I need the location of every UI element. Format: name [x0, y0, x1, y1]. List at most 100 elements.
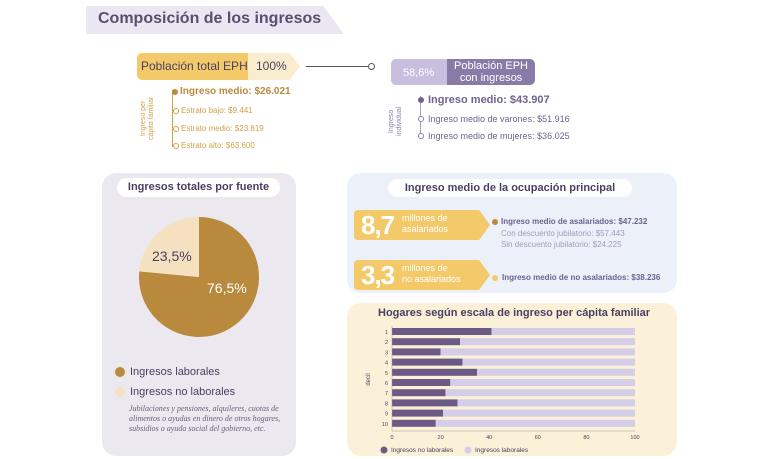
y-tick-label: 3	[385, 350, 388, 356]
y-tick-label: 8	[385, 401, 388, 407]
connector-dot	[368, 63, 375, 70]
ingreso-mujeres: Ingreso medio de mujeres: $36.025	[428, 131, 570, 141]
asalariados-label-line1: millones de	[402, 213, 448, 223]
pie-label-laborales: 76,5%	[207, 280, 247, 296]
bar-laborales-decil-8	[457, 399, 635, 407]
poblacion-ingresos-label: Población EPH con ingresos	[447, 60, 535, 84]
asalariados-label: millones de asalariados	[402, 213, 448, 235]
poblacion-ingresos-pct: 58,6%	[403, 67, 435, 79]
estrato-alto: Estrato alto: $63.600	[181, 141, 255, 150]
estrato-medio: Estrato medio: $23.819	[181, 124, 264, 133]
bar-no-laborales-decil-10	[392, 419, 436, 427]
y-tick-label: 9	[385, 412, 388, 418]
legend-label-laborales: Ingresos laborales	[475, 447, 529, 454]
ingreso-medio-dot	[172, 89, 178, 95]
bar-no-laborales-decil-6	[392, 379, 451, 386]
estrato-bajo-dot	[173, 108, 179, 114]
bar-laborales-decil-4	[462, 358, 635, 366]
individual-axis-line2: individual	[396, 106, 403, 136]
no-laborales-note: Jubilaciones y pensiones, alquileres, cu…	[129, 404, 281, 433]
estrato-bajo: Estrato bajo: $9.441	[181, 106, 253, 115]
x-tick-label: 0	[390, 435, 393, 441]
bar-laborales-decil-6	[450, 379, 635, 386]
no-asalariados-number: 3,3	[361, 260, 395, 290]
title-banner	[86, 6, 344, 34]
asalariados-tag	[354, 210, 490, 240]
hogares-title: Hogares según escala de ingreso per cápi…	[378, 307, 651, 319]
bar-no-laborales-decil-8	[392, 399, 458, 407]
asalariados-label-line2: asalariados	[402, 224, 449, 234]
no-asalariados-tag	[354, 260, 490, 290]
poblacion-ingresos-pct-box	[391, 59, 447, 85]
bar-no-laborales-decil-3	[392, 348, 441, 356]
ingreso-medio-individual: Ingreso medio: $43.907	[428, 94, 550, 106]
per-capita-axis-label: Ingreso per cápita familiar	[140, 97, 156, 140]
poblacion-total-pct-box	[248, 53, 300, 80]
legend-laborales-swatch	[115, 367, 125, 377]
x-tick-label: 100	[630, 435, 639, 441]
x-tick-label: 80	[583, 435, 589, 441]
x-tick-label: 40	[486, 435, 492, 441]
poblacion-ingresos-label-line1: Población EPH	[454, 60, 528, 72]
poblacion-total-pct: 100%	[256, 59, 287, 73]
y-tick-label: 4	[385, 361, 388, 367]
legend-laborales: Ingresos laborales	[130, 366, 220, 378]
page-title: Composición de los ingresos	[98, 10, 322, 27]
pie-slice-no-laborales	[139, 217, 199, 277]
bar-laborales-decil-3	[440, 348, 635, 356]
ingreso-varones: Ingreso medio de varones: $51.916	[428, 114, 570, 124]
estrato-alto-dot	[173, 143, 179, 149]
ingreso-varones-dot	[418, 116, 424, 122]
y-axis-label: decil	[366, 373, 372, 385]
asalariados-sin-descuento: Sin descuento jubilatorio: $24.225	[501, 240, 622, 249]
ingreso-mujeres-dot	[418, 133, 424, 139]
asalariados-con-descuento: Con descuento jubilatorio: $57.443	[501, 229, 625, 238]
ingreso-medio-total: Ingreso medio: $26.021	[180, 86, 291, 97]
individual-axis-line1: Ingreso	[388, 109, 395, 134]
bar-laborales-decil-10	[435, 419, 635, 427]
legend-swatch-laborales	[464, 446, 472, 454]
estrato-medio-dot	[173, 126, 179, 132]
y-tick-label: 6	[385, 381, 388, 387]
no-asalariados-label-line2: no asalariados	[402, 274, 461, 284]
fuentes-pie-chart	[139, 217, 260, 337]
bar-no-laborales-decil-7	[392, 389, 446, 397]
bar-laborales-decil-7	[445, 389, 635, 397]
fuentes-title: Ingresos totales por fuente	[117, 178, 280, 197]
individual-axis-label: Ingreso individual	[388, 107, 404, 136]
y-tick-label: 1	[385, 330, 388, 336]
no-asalariados-dot	[492, 275, 498, 281]
pie-slice-laborales	[139, 217, 260, 337]
ocupacion-title: Ingreso medio de la ocupación principal	[388, 179, 632, 197]
y-tick-label: 5	[385, 371, 388, 377]
bar-no-laborales-decil-4	[392, 358, 463, 366]
legend-label-no-laborales: Ingresos no laborales	[391, 447, 454, 454]
poblacion-ingresos-label-line2: con ingresos	[459, 72, 523, 84]
y-tick-label: 7	[385, 391, 388, 397]
connector-line	[306, 66, 368, 67]
asalariados-main: Ingreso medio de asalariados: $47.232	[501, 217, 648, 226]
legend-swatch-no-laborales	[380, 446, 388, 454]
poblacion-total-box	[137, 53, 248, 80]
pie-label-no-laborales: 23,5%	[152, 248, 192, 264]
bar-no-laborales-decil-9	[392, 409, 444, 417]
ingreso-individual-dot	[418, 97, 424, 103]
y-tick-label: 2	[385, 340, 388, 346]
poblacion-total-label: Población total EPH	[141, 59, 248, 73]
bar-laborales-decil-5	[477, 368, 635, 376]
y-tick-label: 10	[382, 422, 388, 428]
asalariados-dot	[492, 219, 498, 225]
tree-line-total	[172, 90, 173, 147]
bar-laborales-decil-9	[443, 409, 635, 417]
no-asalariados-label-line1: millones de	[402, 263, 448, 273]
poblacion-ingresos-box	[447, 59, 535, 85]
x-tick-label: 60	[535, 435, 541, 441]
asalariados-number: 8,7	[361, 210, 395, 240]
no-asalariados-main: Ingreso medio de no asalariados: $38.236	[502, 273, 661, 282]
no-asalariados-label: millones de no asalariados	[402, 263, 461, 285]
bar-no-laborales-decil-1	[392, 328, 492, 335]
bar-laborales-decil-1	[491, 328, 635, 335]
per-capita-axis-line1: Ingreso per	[140, 100, 147, 137]
x-tick-label: 20	[438, 435, 444, 441]
